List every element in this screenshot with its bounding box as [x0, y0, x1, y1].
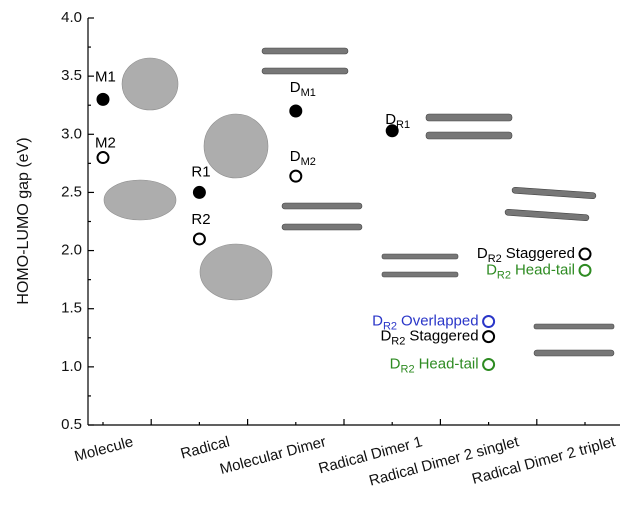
label-note: Staggered	[409, 328, 478, 345]
x-tick-label: Molecular Dimer	[218, 433, 328, 478]
label-sub: R2	[401, 363, 415, 375]
point-label: R2	[191, 211, 210, 228]
molecule-images	[104, 48, 614, 356]
label-main: M2	[95, 135, 116, 152]
data-point	[98, 94, 109, 105]
label-sub: R1	[396, 119, 410, 131]
y-tick-label: 2.5	[61, 183, 82, 200]
data-point	[194, 233, 205, 244]
data-point	[580, 249, 591, 260]
label-sub: M1	[301, 87, 316, 99]
label-main: D	[290, 148, 301, 165]
label-note: Staggered	[506, 245, 575, 262]
label-main: D	[380, 328, 391, 345]
y-tick-label: 1.5	[61, 300, 82, 317]
data-point	[580, 265, 591, 276]
data-point	[483, 331, 494, 342]
x-tick-label: Molecule	[73, 433, 135, 465]
data-point	[483, 316, 494, 327]
point-label: DR1	[385, 111, 410, 131]
point-label: M1	[95, 68, 116, 85]
y-tick-label: 3.0	[61, 125, 82, 142]
y-tick-label: 0.5	[61, 416, 82, 433]
label-main: M1	[95, 68, 116, 85]
point-label: R1	[191, 163, 210, 180]
point-label: M2	[95, 135, 116, 152]
y-tick-label: 4.0	[61, 9, 82, 26]
point-label: DM1	[290, 79, 316, 99]
data-point	[194, 187, 205, 198]
y-tick-label: 1.0	[61, 358, 82, 375]
label-main: D	[290, 79, 301, 96]
data-point	[290, 171, 301, 182]
label-main: R2	[191, 211, 210, 228]
data-point	[98, 152, 109, 163]
label-main: D	[390, 356, 401, 373]
label-sub: M2	[301, 156, 316, 168]
label-sub: R2	[497, 269, 511, 281]
label-note: Head-tail	[515, 261, 575, 278]
data-point	[483, 359, 494, 370]
point-label: DR2 Head-tail	[390, 356, 479, 376]
x-tick-label: Radical	[179, 433, 232, 462]
point-label: DM2	[290, 148, 316, 168]
label-main: D	[477, 245, 488, 262]
label-main: R1	[191, 163, 210, 180]
y-axis-label: HOMO-LUMO gap (eV)	[15, 137, 32, 304]
label-main: D	[486, 261, 497, 278]
chart: HOMO-LUMO gap (eV) 0.5 1.0 1.5 2.0 2.5 3.0 3.5…	[0, 0, 624, 515]
label-main: D	[385, 111, 396, 128]
label-note: Head-tail	[419, 356, 479, 373]
data-point	[290, 106, 301, 117]
y-tick-label: 3.5	[61, 67, 82, 84]
label-sub: R2	[391, 336, 405, 348]
y-tick-label: 2.0	[61, 242, 82, 259]
